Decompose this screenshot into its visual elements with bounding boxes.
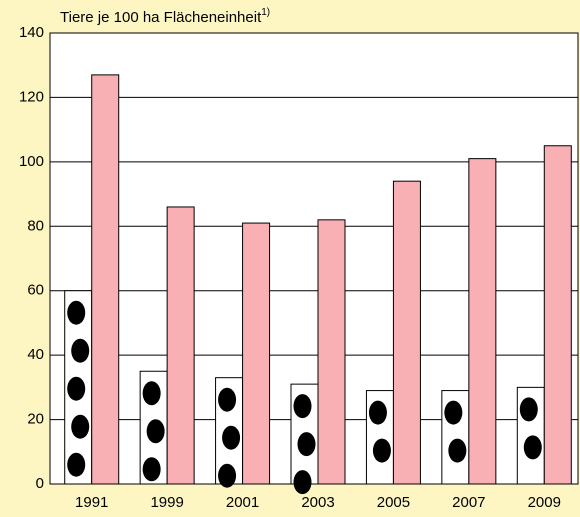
chart: Tiere je 100 ha Flächeneinheit1) 0 20 40 60… xyxy=(0,0,580,517)
cow-pattern xyxy=(143,457,161,481)
bar xyxy=(92,75,119,484)
cow-pattern xyxy=(71,415,89,439)
y-tick-label: 140 xyxy=(19,24,44,41)
bar xyxy=(243,223,270,484)
page: Tiere je 100 ha Flächeneinheit1) 0 20 40 60… xyxy=(0,0,580,517)
cow-pattern xyxy=(143,381,161,405)
x-tick-label: 2005 xyxy=(377,494,410,511)
y-tick-label: 20 xyxy=(27,411,44,428)
cow-pattern xyxy=(524,435,542,459)
cow-pattern xyxy=(294,470,312,494)
axis-title-text: Tiere je 100 ha Flächeneinheit xyxy=(60,9,262,26)
bar xyxy=(544,146,571,484)
cow-pattern xyxy=(67,453,85,477)
y-tick-label: 0 xyxy=(36,475,44,492)
bar xyxy=(393,181,420,484)
bar xyxy=(318,220,345,484)
cow-pattern xyxy=(373,439,391,463)
axis-title: Tiere je 100 ha Flächeneinheit1) xyxy=(60,7,270,26)
x-tick-label: 2003 xyxy=(301,494,334,511)
x-tick-label: 2007 xyxy=(452,494,485,511)
y-tick-label: 80 xyxy=(27,217,44,234)
cow-pattern xyxy=(298,432,316,456)
x-tick-label: 1999 xyxy=(150,494,183,511)
cow-pattern xyxy=(147,419,165,443)
cow-pattern xyxy=(520,397,538,421)
cow-pattern xyxy=(448,439,466,463)
y-tick-label: 60 xyxy=(27,282,44,299)
cow-pattern xyxy=(71,339,89,363)
y-tick-label: 100 xyxy=(19,153,44,170)
y-tick-label: 120 xyxy=(19,88,44,105)
cow-pattern xyxy=(294,394,312,418)
cow-pattern xyxy=(67,377,85,401)
cow-pattern xyxy=(369,401,387,425)
x-tick-label: 2001 xyxy=(226,494,259,511)
axis-title-note: 1) xyxy=(261,7,270,18)
x-tick-label: 2009 xyxy=(528,494,561,511)
y-tick-label: 40 xyxy=(27,346,44,363)
bar xyxy=(469,159,496,484)
x-tick-label: 1991 xyxy=(75,494,108,511)
cow-pattern xyxy=(222,426,240,450)
cow-pattern xyxy=(444,401,462,425)
bar xyxy=(167,207,194,484)
cow-pattern xyxy=(218,388,236,412)
cow-pattern xyxy=(67,301,85,325)
